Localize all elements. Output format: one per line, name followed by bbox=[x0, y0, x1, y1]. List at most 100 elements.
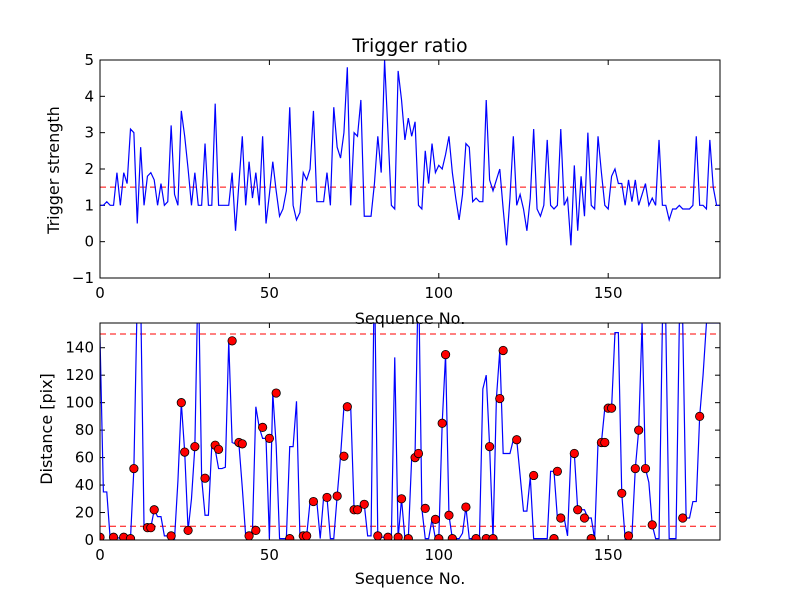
threshold-lines bbox=[100, 333, 720, 527]
data-point bbox=[430, 514, 441, 524]
data-point bbox=[529, 470, 539, 481]
y-tick-label: 60 bbox=[75, 449, 94, 467]
data-point bbox=[556, 513, 566, 523]
y-tick-label: 100 bbox=[65, 394, 94, 412]
data-point bbox=[342, 402, 352, 412]
data-point bbox=[434, 534, 444, 540]
data-point bbox=[647, 520, 657, 530]
x-tick-label: 100 bbox=[424, 546, 453, 564]
y-tick-label: 0 bbox=[84, 233, 94, 251]
x-tick-label: 0 bbox=[95, 546, 105, 564]
data-point bbox=[623, 531, 634, 540]
data-point bbox=[244, 531, 254, 540]
data-point bbox=[447, 534, 457, 540]
data-point bbox=[271, 388, 281, 398]
plot-frame bbox=[99, 322, 721, 541]
data-point bbox=[498, 345, 508, 356]
data-point bbox=[302, 531, 312, 540]
data-point bbox=[569, 448, 579, 459]
data-point bbox=[383, 532, 393, 540]
data-point bbox=[183, 525, 193, 535]
y-tick-label: 80 bbox=[75, 421, 94, 439]
data-point bbox=[552, 466, 562, 476]
data-point bbox=[396, 494, 407, 504]
chart-title: Trigger ratio bbox=[351, 35, 467, 57]
y-tick-label: 140 bbox=[65, 339, 94, 357]
distance-chart: 0 50 100 150 0 20 40 60 80 100 120 140 Sequence No.… bbox=[37, 322, 721, 588]
data-point bbox=[393, 532, 403, 540]
data-point bbox=[413, 448, 424, 459]
x-tick-label: 50 bbox=[260, 546, 279, 564]
y-tick-label: 1 bbox=[84, 196, 94, 214]
y-tick-label: 0 bbox=[84, 531, 94, 549]
data-point bbox=[495, 393, 505, 404]
data-point bbox=[200, 473, 210, 483]
y-axis-label: Distance [pix] bbox=[37, 373, 56, 485]
data-point bbox=[403, 534, 413, 540]
y-tick-label: 4 bbox=[84, 87, 94, 105]
data-point bbox=[149, 505, 159, 515]
data-point bbox=[606, 403, 617, 413]
data-point bbox=[437, 418, 447, 428]
data-point bbox=[308, 496, 319, 507]
plot-frame bbox=[99, 59, 721, 279]
data-point bbox=[444, 510, 454, 520]
y-tick-label: 120 bbox=[65, 366, 94, 384]
data-point bbox=[339, 451, 349, 461]
data-point bbox=[332, 491, 342, 501]
data-point bbox=[512, 435, 522, 445]
x-tick-label: 150 bbox=[594, 284, 623, 302]
data-point bbox=[630, 463, 640, 474]
y-tick-label: 5 bbox=[84, 51, 94, 69]
data-point bbox=[227, 336, 237, 346]
data-point bbox=[285, 534, 295, 540]
data-point bbox=[352, 505, 363, 515]
y-axis-label: Trigger strength bbox=[44, 106, 63, 235]
data-point bbox=[549, 534, 559, 540]
data-point bbox=[264, 433, 274, 443]
x-tick-label: 50 bbox=[260, 284, 279, 302]
data-point bbox=[440, 349, 451, 360]
y-tick-label: 40 bbox=[75, 476, 94, 494]
data-point bbox=[166, 531, 176, 540]
data-point bbox=[634, 425, 644, 435]
data-point bbox=[640, 463, 651, 474]
series-line bbox=[100, 323, 720, 540]
y-tick-label: −1 bbox=[72, 269, 94, 287]
y-tick-label: 2 bbox=[84, 160, 94, 178]
data-point bbox=[129, 463, 139, 474]
x-tick-label: 0 bbox=[95, 284, 105, 302]
data-point bbox=[176, 398, 186, 408]
x-tick-label: 150 bbox=[594, 546, 623, 564]
series-line bbox=[100, 60, 720, 246]
data-point bbox=[485, 442, 495, 452]
data-point bbox=[108, 532, 119, 540]
data-point bbox=[190, 442, 200, 452]
data-point bbox=[322, 492, 332, 503]
data-point bbox=[125, 534, 136, 540]
tick-group: 0 50 100 150 0 20 40 60 80 100 120 140 bbox=[65, 323, 720, 564]
data-point bbox=[579, 513, 590, 523]
data-point bbox=[617, 488, 627, 498]
data-point bbox=[573, 505, 583, 515]
data-point bbox=[251, 525, 261, 535]
plot-area bbox=[100, 60, 720, 246]
data-point bbox=[678, 513, 688, 523]
data-point bbox=[695, 411, 705, 421]
data-point bbox=[586, 534, 596, 540]
y-tick-label: 3 bbox=[84, 124, 94, 142]
data-point bbox=[461, 502, 471, 512]
x-axis-label: Sequence No. bbox=[355, 309, 466, 328]
data-point bbox=[600, 437, 610, 448]
data-point bbox=[258, 422, 268, 432]
data-point bbox=[237, 439, 247, 449]
x-tick-label: 100 bbox=[424, 284, 453, 302]
data-point bbox=[359, 499, 369, 509]
data-point bbox=[471, 534, 481, 540]
y-tick-label: 20 bbox=[75, 504, 94, 522]
data-point bbox=[488, 534, 498, 540]
data-point bbox=[180, 447, 190, 457]
